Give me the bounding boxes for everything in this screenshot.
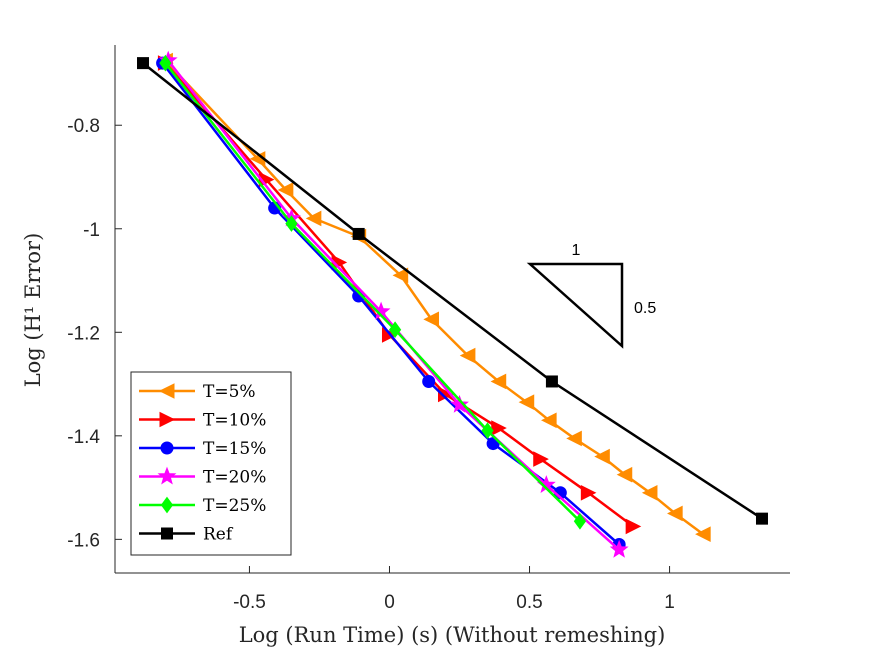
x-axis-label: Log (Run Time) (s) (Without remeshing) bbox=[239, 623, 666, 647]
data-point-t-5- bbox=[695, 526, 711, 542]
data-point-ref bbox=[137, 57, 150, 70]
slope-triangle: 1 0.5 bbox=[526, 242, 656, 349]
data-point-t-5- bbox=[541, 412, 557, 429]
series-line-ref bbox=[142, 62, 763, 520]
y-tick-label: -1.6 bbox=[67, 530, 100, 551]
legend-marker-t-20- bbox=[157, 466, 177, 485]
data-point-t-5- bbox=[459, 347, 476, 364]
data-point-t-25- bbox=[573, 512, 587, 530]
y-tick-label: -1.4 bbox=[67, 427, 100, 448]
data-point-t-15- bbox=[422, 374, 436, 388]
data-point-t-10- bbox=[533, 451, 549, 467]
data-point-ref bbox=[352, 227, 365, 240]
y-tick-label: -1 bbox=[83, 220, 100, 241]
data-point-t-5- bbox=[490, 373, 507, 390]
legend-marker-t-25- bbox=[160, 496, 174, 514]
data-point-t-10- bbox=[580, 484, 597, 501]
legend-label-t-20-: T=20% bbox=[203, 468, 266, 488]
legend-label-t-5-: T=5% bbox=[203, 382, 256, 402]
data-point-t-25- bbox=[388, 321, 402, 339]
legend-box bbox=[130, 371, 292, 556]
legend: T=5% T=10% T=15% T=20% T=25% Ref bbox=[130, 371, 292, 556]
y-tick-label: -0.8 bbox=[67, 116, 100, 137]
data-point-t-5- bbox=[566, 430, 582, 447]
data-point-t-5- bbox=[518, 394, 535, 410]
series-ref bbox=[137, 57, 768, 525]
data-point-t-20- bbox=[450, 394, 469, 413]
data-point-t-25- bbox=[159, 54, 172, 72]
data-point-t-5- bbox=[277, 182, 294, 198]
legend-marker-t-5- bbox=[158, 383, 175, 399]
data-point-t-10- bbox=[625, 518, 642, 535]
x-tick-label: 0.5 bbox=[516, 592, 542, 613]
data-point-t-5- bbox=[423, 311, 439, 328]
data-point-t-5- bbox=[616, 466, 633, 483]
x-tick-label: 1 bbox=[664, 592, 675, 613]
data-point-t-25- bbox=[481, 422, 494, 439]
y-tick-label: -1.2 bbox=[67, 323, 100, 344]
legend-label-t-25-: T=25% bbox=[203, 496, 266, 516]
data-point-t-5- bbox=[641, 484, 658, 501]
data-point-t-20- bbox=[609, 539, 629, 558]
slope-run-label: 1 bbox=[572, 242, 581, 259]
legend-marker-t-10- bbox=[159, 411, 176, 428]
x-tick-label: -0.5 bbox=[233, 592, 266, 613]
slope-rise-label: 0.5 bbox=[634, 300, 656, 317]
legend-marker-ref bbox=[161, 527, 173, 540]
data-point-t-25- bbox=[285, 215, 298, 232]
series-layer bbox=[137, 50, 768, 558]
data-point-t-5- bbox=[594, 448, 610, 465]
data-point-t-5- bbox=[667, 505, 683, 522]
data-point-ref bbox=[545, 375, 558, 388]
series-t-25- bbox=[159, 54, 587, 530]
slope-triangle-shape bbox=[526, 262, 624, 349]
x-tick-label: 0 bbox=[384, 592, 395, 613]
data-point-ref bbox=[755, 512, 768, 525]
data-point-t-5- bbox=[305, 210, 322, 227]
legend-label-t-10-: T=10% bbox=[203, 411, 266, 431]
legend-label-t-15-: T=15% bbox=[203, 439, 266, 459]
data-point-t-5- bbox=[392, 267, 409, 284]
legend-label-ref: Ref bbox=[203, 525, 234, 545]
legend-marker-t-15- bbox=[160, 441, 174, 455]
y-axis-label: Log (H¹ Error) bbox=[21, 233, 45, 388]
axes: -0.5 0 0.5 1 -1.6 -1.4 -1.2 -1 -0.8 bbox=[67, 45, 790, 613]
